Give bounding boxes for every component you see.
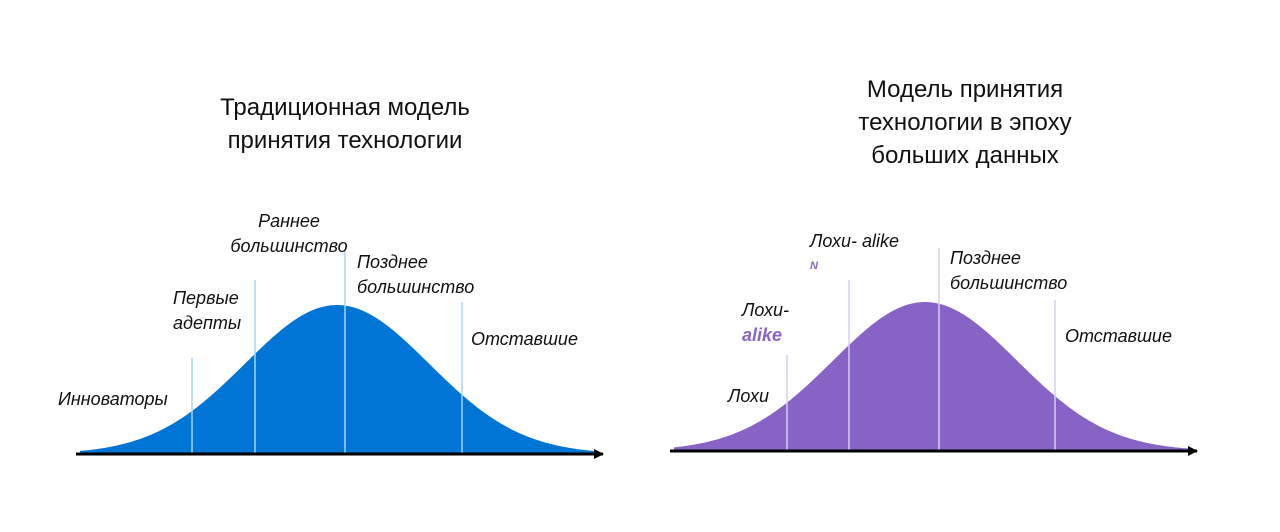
left-title-line-1: Традиционная модель <box>220 94 470 121</box>
label-late-majority-right: Позднее большинство <box>950 248 1068 293</box>
left-diagram-title: Традиционная модель принятия технологии <box>150 91 540 157</box>
left-title-line-2: принятия технологии <box>227 127 463 154</box>
label-laggards-right: Отставшие <box>1065 326 1172 346</box>
label-suckers-alike: Лохи-alike <box>742 300 789 345</box>
left-bell-curve <box>80 305 598 454</box>
right-segment-dividers <box>786 248 1056 451</box>
label-late-majority-left: Позднее большинство <box>357 252 475 297</box>
left-segment-dividers <box>191 250 463 454</box>
right-title-line-3: больших данных <box>871 142 1059 169</box>
right-diagram-title: Модель принятия технологии в эпоху больш… <box>770 73 1160 172</box>
right-bell-curve <box>674 302 1192 451</box>
label-innovators: Инноваторы <box>58 389 168 409</box>
label-early-adopters: Первые адепты <box>173 288 242 333</box>
label-laggards-left: Отставшие <box>471 329 578 349</box>
right-title-line-1: Модель принятия <box>866 76 1064 103</box>
right-title-line-2: технологии в эпоху <box>858 109 1072 136</box>
label-early-majority: Раннее большинство <box>230 211 348 256</box>
label-suckers: Лохи <box>728 386 769 406</box>
label-suckers-alike-n: Лохи- alike N <box>810 231 899 272</box>
exponent-n: N <box>810 260 818 272</box>
